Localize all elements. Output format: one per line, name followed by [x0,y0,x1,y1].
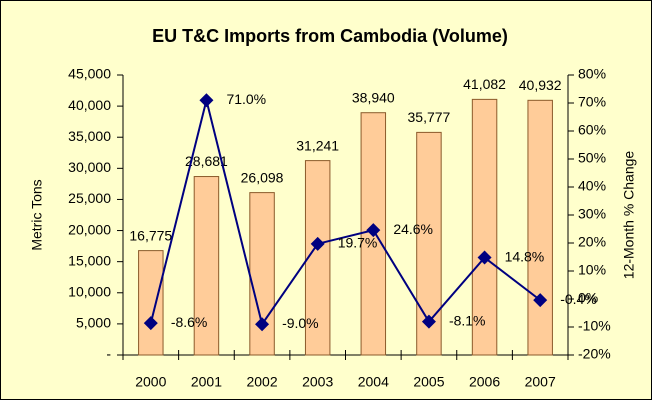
y2-tick-label: -20% [578,346,611,362]
y-tick-label: 25,000 [68,190,111,206]
line-value-label: -8.6% [171,314,208,330]
y-tick-label: 30,000 [68,159,111,175]
y-tick-label: 5,000 [76,315,111,331]
x-tick-label: 2005 [413,374,444,390]
y2-tick-label: 80% [578,66,606,82]
line-marker [366,223,381,238]
bar-value-label: 28,681 [185,153,228,169]
line-marker [255,317,270,332]
y2-tick-label: 70% [578,94,606,110]
y2-tick-label: -10% [578,318,611,334]
y2-axis-label: 12-Month % Change [621,151,637,280]
y2-tick-label: 40% [578,178,606,194]
bar-value-label: 35,777 [408,109,451,125]
bar-value-label: 40,932 [519,77,562,93]
x-tick-label: 2004 [358,374,389,390]
y-tick-label: 20,000 [68,221,111,237]
line-marker [533,293,548,308]
y-tick-label: 35,000 [68,128,111,144]
line-series [149,99,541,327]
line-marker [421,314,436,329]
bar-value-label: 16,775 [129,227,172,243]
line-value-label: -0.4% [560,291,597,307]
bar-value-label: 41,082 [463,76,506,92]
line-marker [199,93,214,108]
line-value-label: -8.1% [449,312,486,328]
x-tick-label: 2006 [469,374,500,390]
chart-title: EU T&C Imports from Cambodia (Volume) [152,26,508,46]
y-tick-label: - [106,346,111,362]
y-tick-label: 15,000 [68,252,111,268]
line-value-label: 14.8% [505,248,545,264]
bar-value-label: 31,241 [296,137,339,153]
x-tick-label: 2003 [302,374,333,390]
y2-tick-label: 60% [578,122,606,138]
y2-tick-label: 50% [578,150,606,166]
line-value-label: 71.0% [226,91,266,107]
line-marker [477,250,492,265]
line-value-label: 24.6% [393,221,433,237]
line-marker [310,236,325,251]
y2-tick-label: 30% [578,206,606,222]
bar-value-label: 38,940 [352,89,395,105]
bar [527,99,553,356]
y-tick-label: 10,000 [68,283,111,299]
bar [138,250,164,356]
y2-tick-label: 20% [578,234,606,250]
x-tick-label: 2001 [191,374,222,390]
bar [193,176,220,356]
line-value-label: 19.7% [338,235,378,251]
bar [304,160,331,356]
x-tick-label: 2002 [246,374,277,390]
y2-tick-label: 10% [578,262,606,278]
x-tick-label: 2000 [135,374,166,390]
y-tick-label: 40,000 [68,97,111,113]
line-marker [143,316,158,331]
y-axis-label: Metric Tons [29,179,45,250]
x-tick-label: 2007 [525,374,556,390]
bar-value-label: 26,098 [241,169,284,185]
y-tick-label: 45,000 [68,66,111,82]
bar [471,98,498,356]
y2-tick-label: 0% [578,290,598,306]
bar [360,112,387,356]
line-value-label: -9.0% [282,315,319,331]
